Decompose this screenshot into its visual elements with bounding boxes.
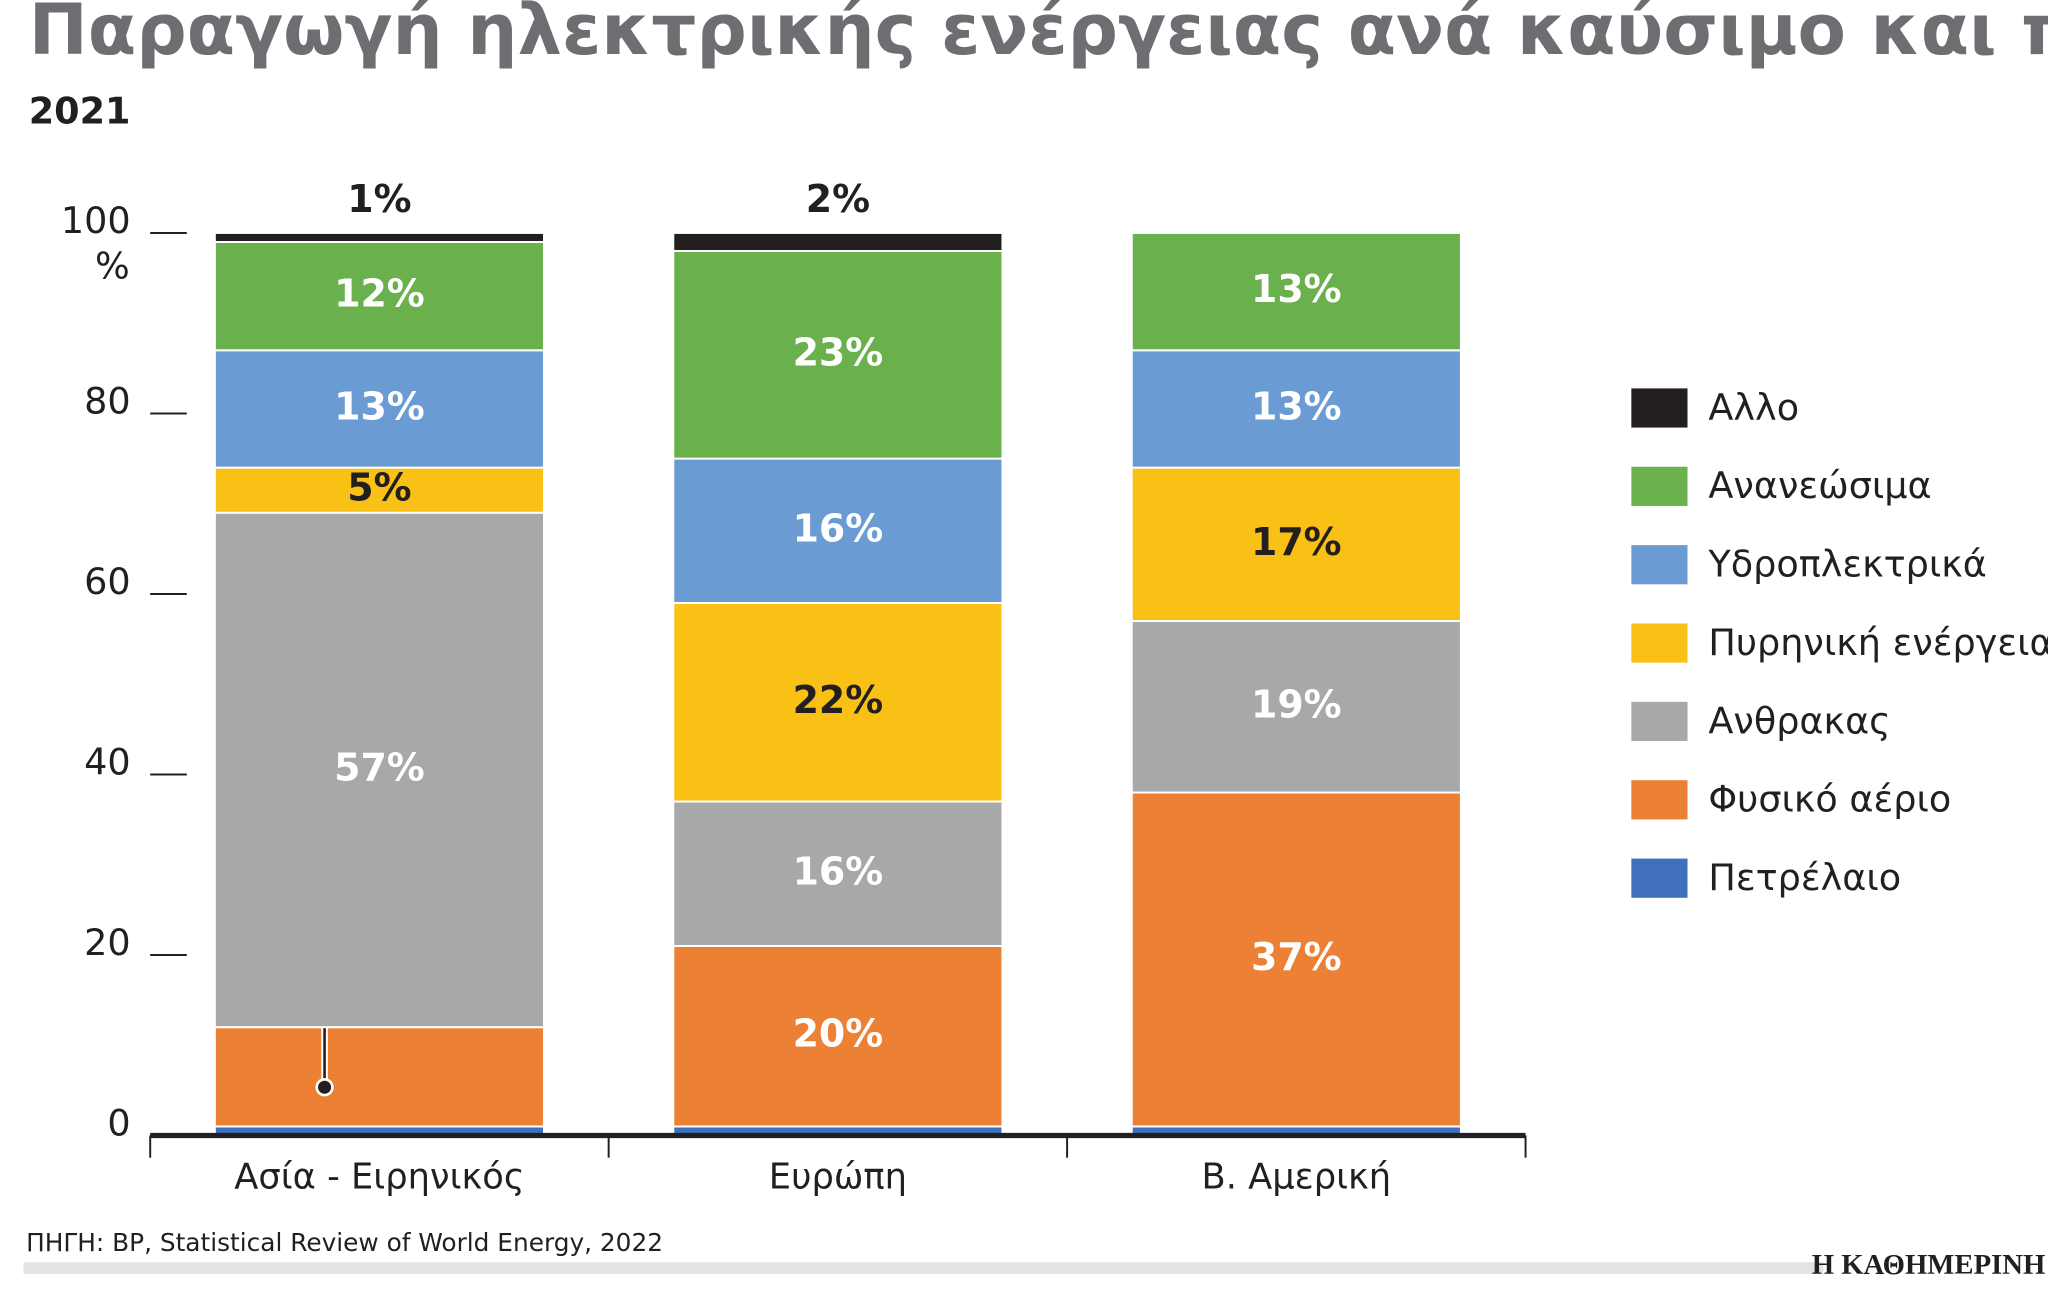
legend-label: Πετρέλαιο [1708,856,1901,899]
value-label: 12% [334,272,425,316]
x-tick-label: Β. Αμερική [1202,1157,1392,1198]
bar-segment [213,511,545,1029]
bar-segment [672,231,1004,252]
source: ΠΗΓΗ: BP, Statistical Review of World En… [26,1228,663,1257]
y-tick-label: 20 [84,921,131,964]
bar-segment [1130,466,1462,623]
bar-segment [1130,620,1462,794]
legend-swatch [1631,701,1688,742]
legend-swatch [1631,858,1688,898]
bar-segment [213,1026,545,1128]
legend-swatch [1631,780,1688,820]
chart-title: Παραγωγή ηλεκτρικής ενέργειας ανά καύσιμ… [29,0,2048,71]
bar-segment [672,250,1004,460]
y-tick-label: 0 [107,1102,130,1145]
value-label: 17% [1251,520,1342,564]
legend-label: Ανανεώσιμα [1708,464,1931,507]
value-label: 13% [334,384,425,428]
bar-segment [213,231,545,243]
bar-segment [1130,231,1462,352]
bar-segment [672,457,1004,604]
value-label: 16% [793,849,884,893]
value-label: 13% [1251,267,1342,311]
chart-subtitle: 2021 [29,89,131,132]
legend-label: Υδροπλεκτρικά [1707,543,1987,586]
value-label: 22% [793,678,884,722]
value-label: 23% [793,330,884,374]
brand: Η ΚΑΘΗΜΕΡΙΝΗ [1812,1249,2046,1281]
legend-label: Πυρηνική ενέργεια [1708,621,2048,664]
y-tick-label: 80 [84,380,131,423]
bar-segment [672,944,1004,1128]
value-label: 57% [334,745,425,789]
x-tick-label: Ευρώπη [769,1157,907,1198]
value-label: 2% [806,177,870,221]
legend-swatch [1631,545,1688,585]
value-label: 5% [347,466,411,510]
y-tick-label: 100 [61,199,131,242]
bar-segment [1130,791,1462,1128]
legend-label: Φυσικό αέριο [1708,778,1951,821]
legend-label: Ανθρακας [1708,699,1890,742]
value-label: 13% [1251,384,1342,428]
footer-bar [23,1262,1824,1274]
bar-segment [672,800,1004,947]
legend-swatch [1631,466,1688,506]
bar-segment [213,466,545,514]
bar-segment [213,349,545,469]
bar-segment [213,241,545,352]
y-unit: % [95,245,130,288]
value-label: 20% [793,1012,884,1056]
x-tick-label: Ασία - Ειρηνικός [234,1157,524,1198]
y-tick-label: 40 [84,741,131,784]
legend-swatch [1631,388,1688,428]
legend-swatch [1631,623,1688,663]
legend-label: Αλλο [1708,386,1799,429]
y-tick-label: 60 [84,560,131,603]
bar-segment [672,602,1004,803]
value-label: 16% [793,506,884,550]
value-label: 37% [1251,935,1342,979]
bar-segment [1130,349,1462,469]
value-label: 1% [347,177,411,221]
label-pointer-dot [315,1078,334,1097]
value-label: 19% [1251,682,1342,726]
